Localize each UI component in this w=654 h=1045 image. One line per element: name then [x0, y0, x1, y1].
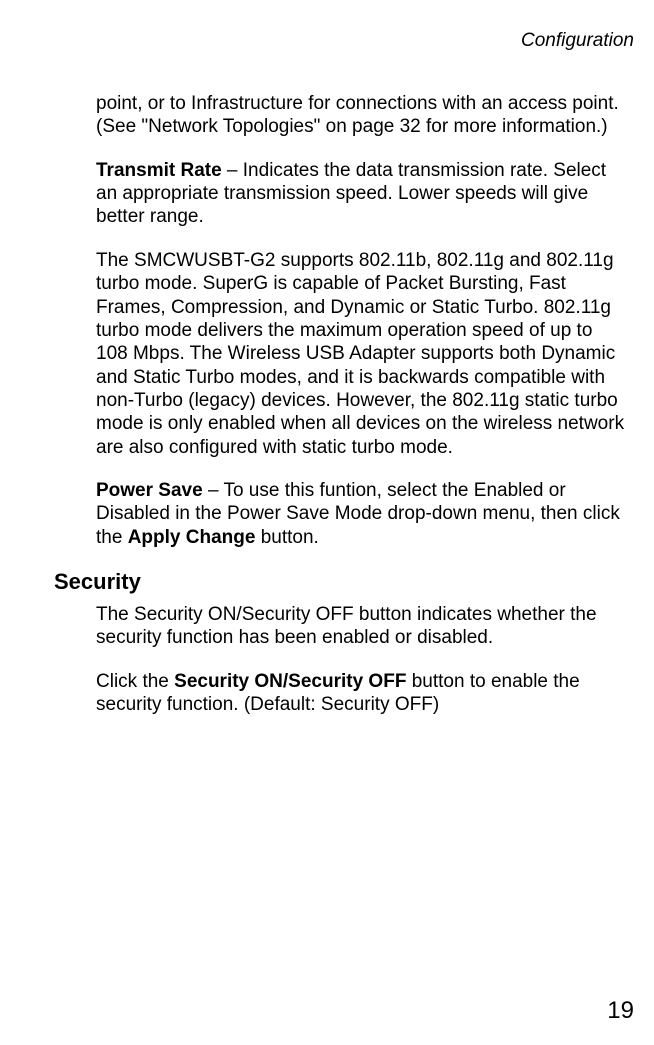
power-save-text-end: button. [255, 527, 318, 548]
security-instr-a: Click the [96, 671, 174, 692]
security-onoff-label: Security ON/Security OFF [174, 671, 406, 692]
security-content: The Security ON/Security OFF button indi… [54, 603, 634, 716]
para1-text: point, or to Infrastructure for connecti… [96, 93, 619, 137]
apply-change-label: Apply Change [128, 527, 256, 548]
page-number-value: 19 [607, 997, 634, 1024]
page-header: Configuration [54, 30, 634, 52]
paragraph-security-instruction: Click the Security ON/Security OFF butto… [96, 670, 626, 717]
device-info-text: The SMCWUSBT-G2 supports 802.11b, 802.11… [96, 250, 624, 458]
paragraph-continuation: point, or to Infrastructure for connecti… [96, 92, 626, 139]
header-title: Configuration [521, 30, 634, 51]
security-intro-text: The Security ON/Security OFF button indi… [96, 604, 597, 648]
document-page: Configuration point, or to Infrastructur… [0, 0, 654, 1045]
security-heading-text: Security [54, 569, 141, 594]
transmit-rate-label: Transmit Rate [96, 160, 222, 181]
paragraph-security-intro: The Security ON/Security OFF button indi… [96, 603, 626, 650]
paragraph-power-save: Power Save – To use this funtion, select… [96, 479, 626, 549]
paragraph-device-info: The SMCWUSBT-G2 supports 802.11b, 802.11… [96, 249, 626, 459]
security-heading: Security [54, 569, 634, 595]
body-content: point, or to Infrastructure for connecti… [54, 92, 634, 549]
page-number: 19 [607, 997, 634, 1025]
paragraph-transmit-rate: Transmit Rate – Indicates the data trans… [96, 159, 626, 229]
power-save-label: Power Save [96, 480, 203, 501]
